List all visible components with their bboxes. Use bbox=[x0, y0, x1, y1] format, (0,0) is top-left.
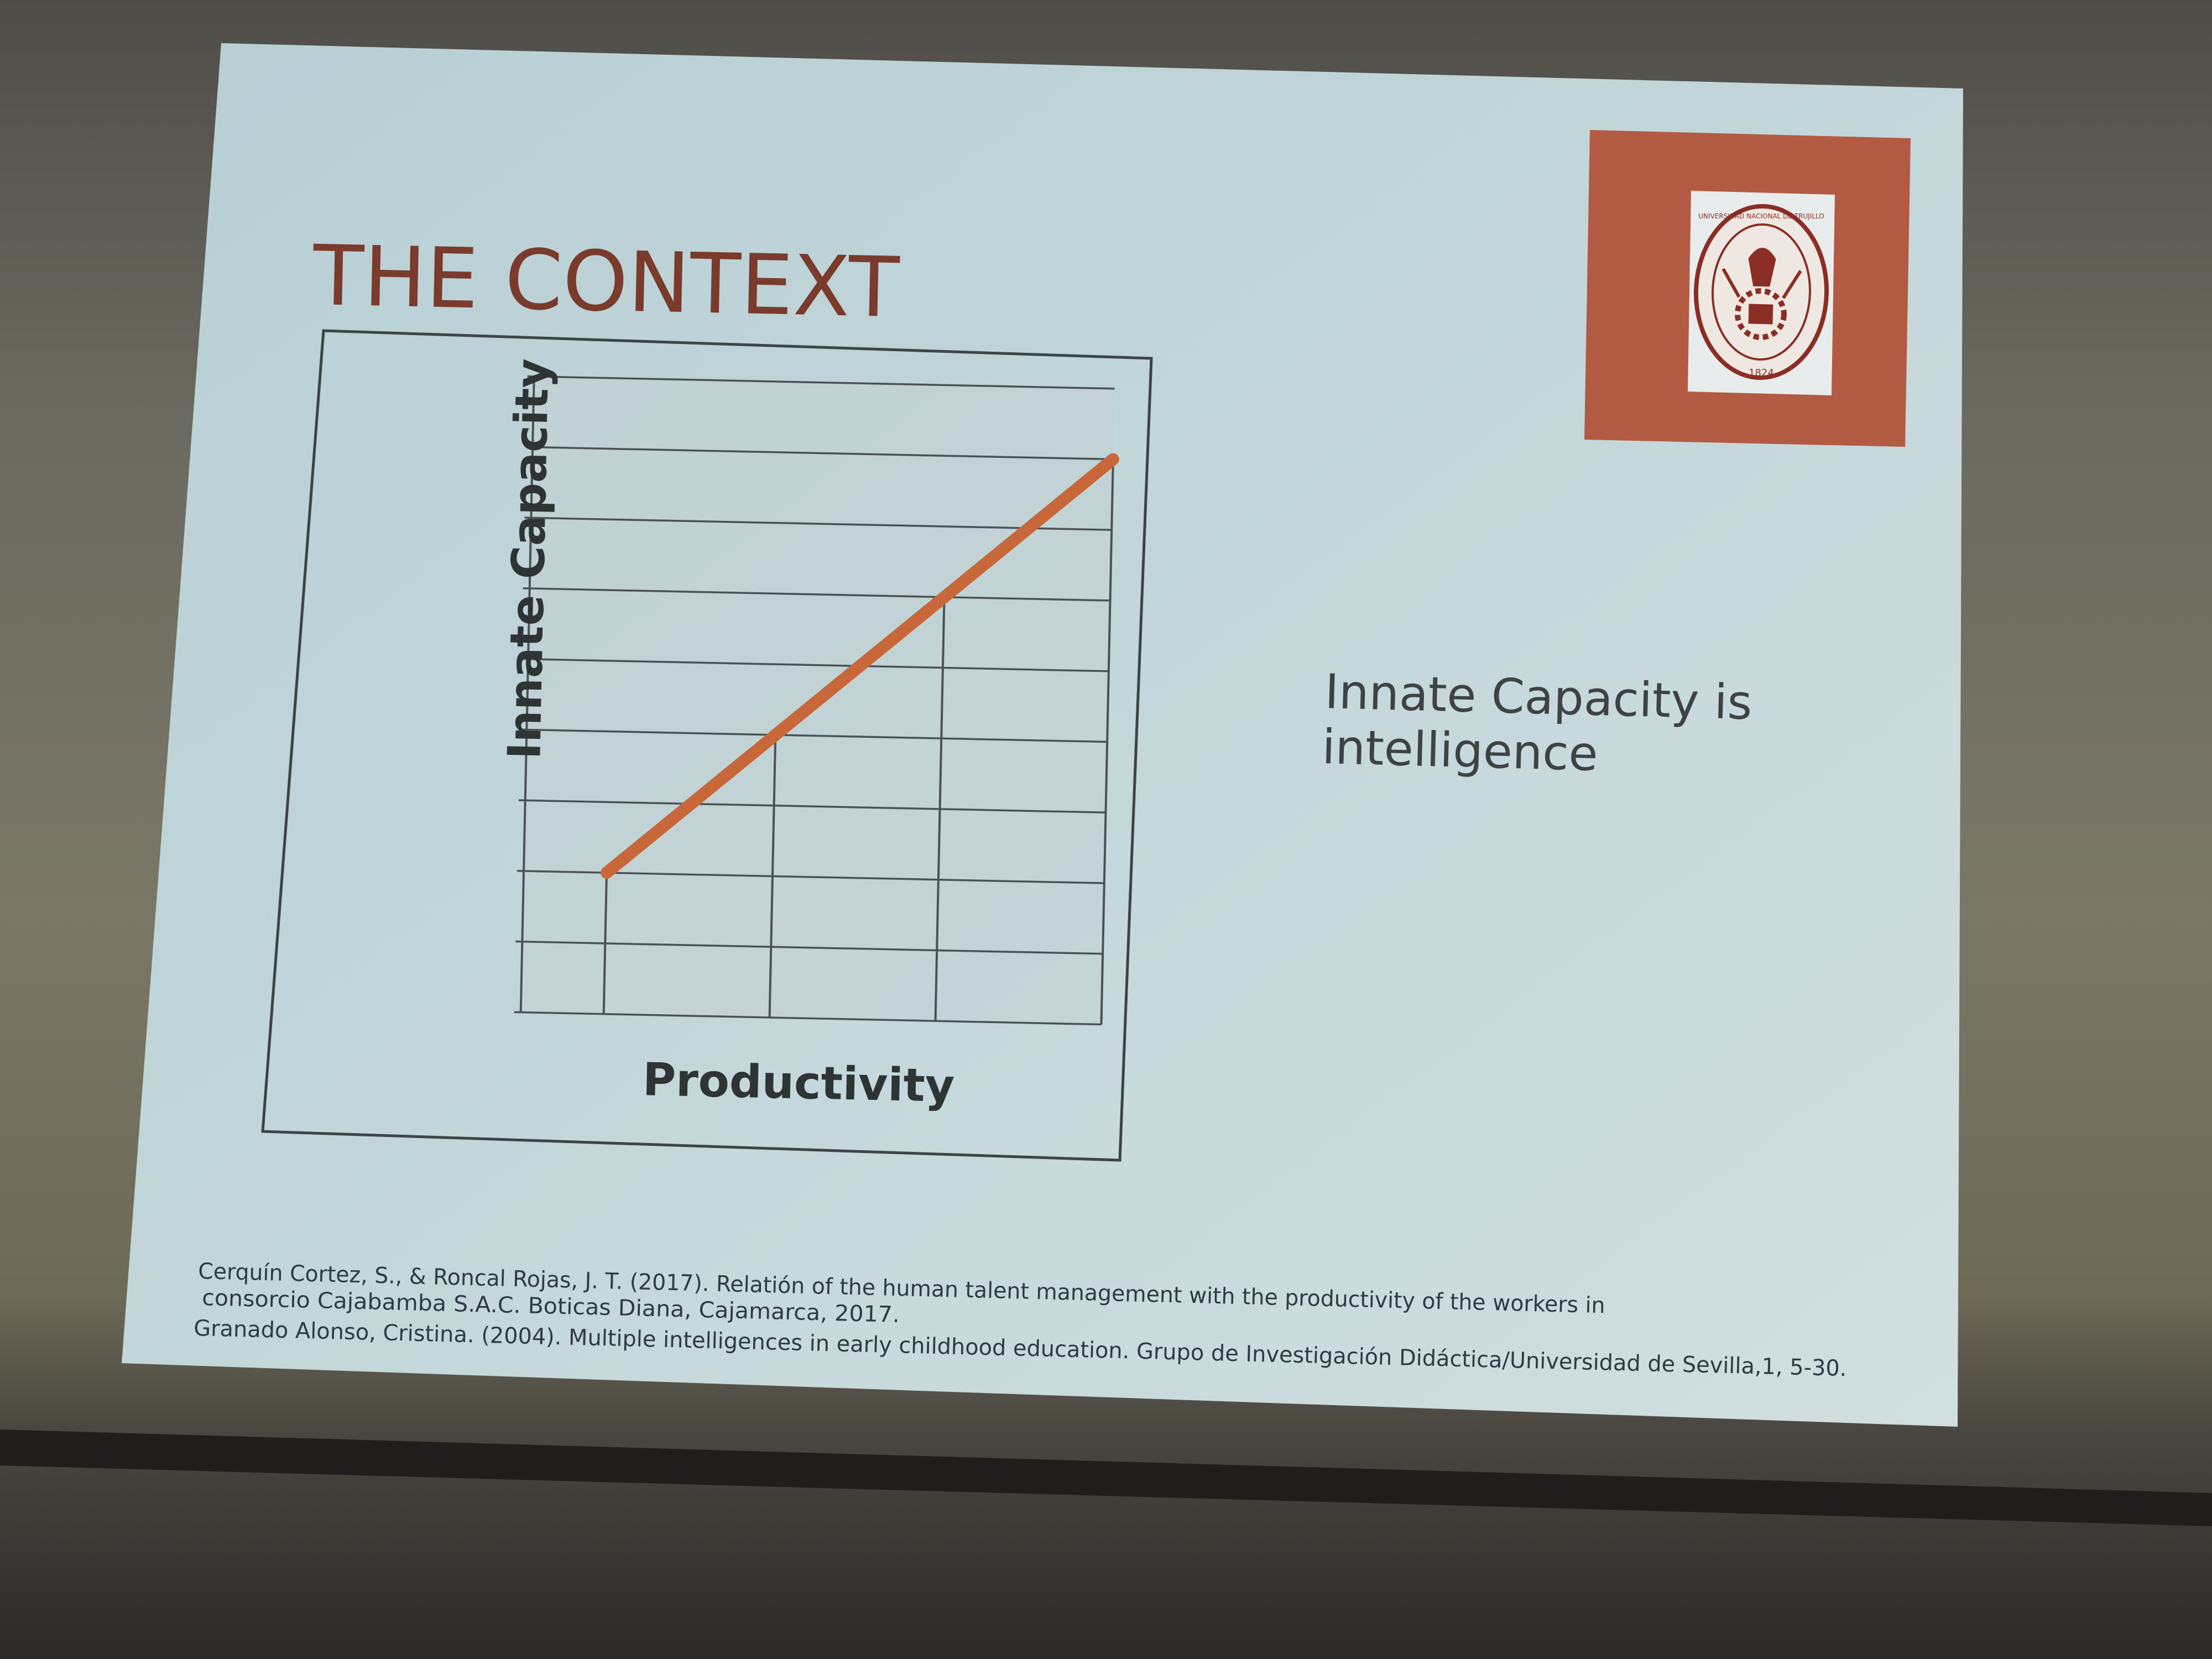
screen-bottom-bar bbox=[0, 1430, 2212, 1526]
chart-frame bbox=[261, 329, 1153, 1162]
grid-line bbox=[520, 728, 1108, 743]
grid-line bbox=[518, 799, 1106, 814]
guide-lines bbox=[602, 459, 1114, 1025]
drop-line bbox=[1100, 459, 1114, 1025]
grid-line bbox=[526, 446, 1113, 461]
y-axis-label: Innate Capacity bbox=[498, 358, 559, 760]
grid-line bbox=[521, 658, 1109, 672]
drop-line bbox=[768, 734, 777, 1018]
grid-line bbox=[523, 587, 1110, 602]
drop-line bbox=[934, 597, 946, 1021]
grid-line bbox=[527, 375, 1115, 390]
series-line bbox=[601, 453, 1119, 879]
seal-caption: UNIVERSIDAD NACIONAL DE TRUJILLO bbox=[1698, 212, 1824, 220]
chart: Productivity Innate Capacity bbox=[498, 358, 1119, 1113]
y-axis-line bbox=[519, 376, 535, 1013]
drop-line bbox=[602, 873, 608, 1014]
bullet-line-2: intelligence bbox=[1321, 719, 1598, 782]
seal-year: 1824 bbox=[1749, 367, 1774, 379]
grid-lines bbox=[514, 375, 1115, 1026]
slide-title: THE CONTEXT bbox=[311, 228, 901, 336]
bullet-line-1: Innate Capacity is bbox=[1324, 664, 1752, 731]
grid-line bbox=[515, 940, 1103, 955]
grid-line bbox=[514, 1011, 1102, 1026]
university-logo: UNIVERSIDAD NACIONAL DE TRUJILLO 1824 bbox=[1584, 130, 1911, 447]
x-axis-label: Productivity bbox=[642, 1053, 955, 1113]
seal-icon bbox=[1693, 204, 1829, 380]
grid-line bbox=[524, 517, 1112, 531]
